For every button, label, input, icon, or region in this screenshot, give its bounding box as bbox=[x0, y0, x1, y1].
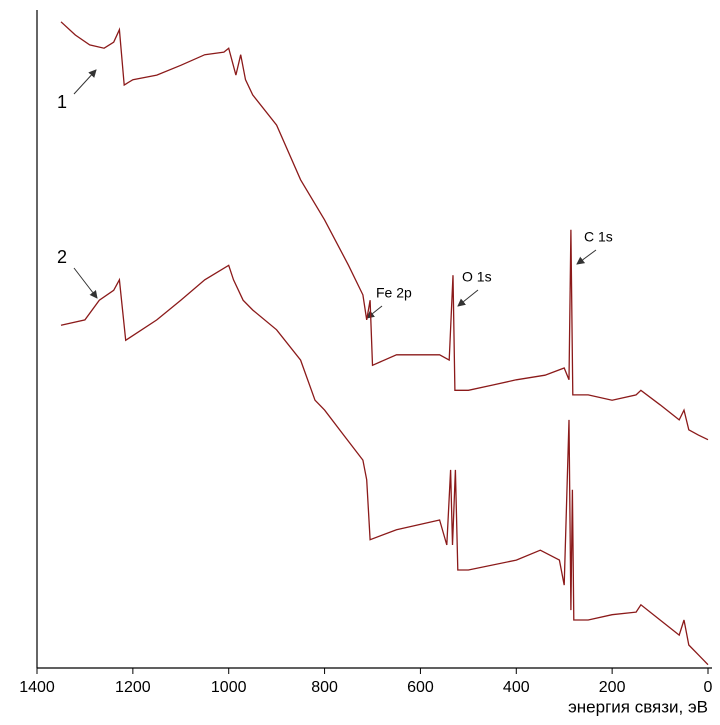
peak-label: C 1s bbox=[584, 229, 613, 245]
series-label: 2 bbox=[57, 247, 67, 267]
arrow bbox=[366, 305, 383, 319]
arrow bbox=[73, 69, 97, 95]
series-label: 1 bbox=[57, 92, 67, 112]
spectrum-line bbox=[60, 21, 709, 441]
x-tick-label: 1200 bbox=[115, 679, 151, 696]
arrow bbox=[457, 289, 479, 307]
x-axis-label: энергия связи, эВ bbox=[568, 697, 708, 716]
peak-label: O 1s bbox=[462, 269, 492, 285]
x-tick-label: 0 bbox=[704, 679, 713, 696]
x-tick-label: 600 bbox=[407, 679, 434, 696]
x-tick-label: 400 bbox=[503, 679, 530, 696]
peak-label: Fe 2p bbox=[376, 285, 412, 301]
x-tick-label: 1000 bbox=[211, 679, 247, 696]
x-tick-label: 200 bbox=[599, 679, 626, 696]
arrow bbox=[73, 267, 98, 299]
x-tick-label: 1400 bbox=[19, 679, 55, 696]
x-tick-label: 800 bbox=[311, 679, 338, 696]
spectrum-line bbox=[60, 264, 709, 666]
arrow bbox=[576, 249, 597, 265]
